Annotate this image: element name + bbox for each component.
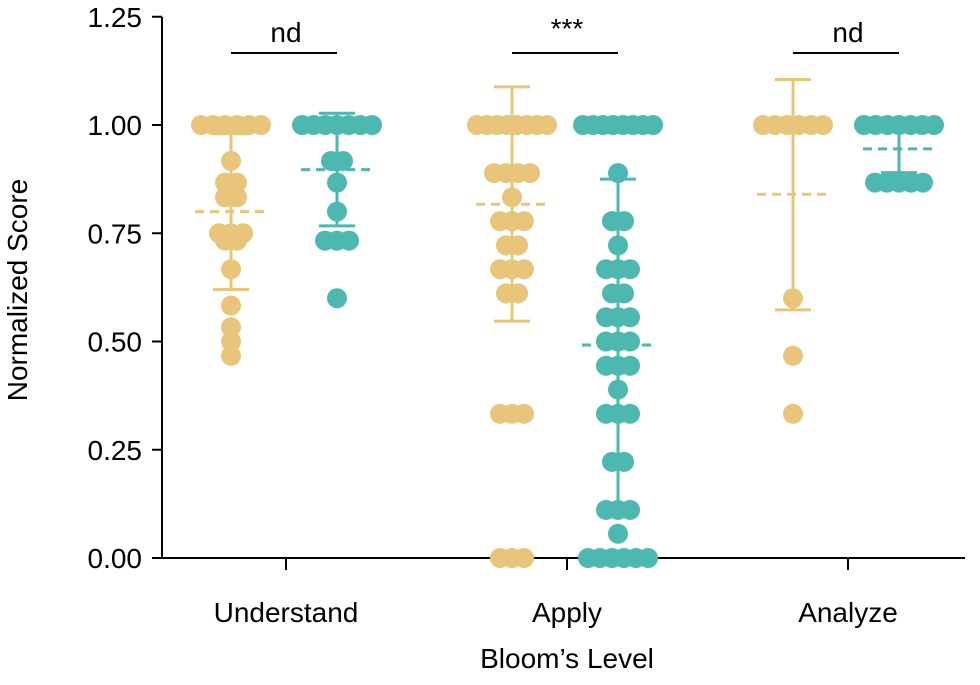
data-point xyxy=(620,499,640,520)
significance-label: nd xyxy=(832,17,863,48)
data-point xyxy=(608,235,628,256)
data-point xyxy=(813,115,833,135)
axes: 0.00 0.25 0.50 0.75 1.00 1.25 Understand Apply A… xyxy=(88,2,965,628)
data-point xyxy=(227,172,247,193)
data-point xyxy=(221,259,241,280)
x-tick-label: Apply xyxy=(532,597,602,628)
data-point xyxy=(339,230,359,251)
data-point xyxy=(783,288,803,309)
data-point xyxy=(643,115,663,135)
data-point xyxy=(514,548,534,568)
data-point xyxy=(514,211,534,232)
data-point xyxy=(221,295,241,316)
x-tick-label: Analyze xyxy=(798,597,898,628)
data-point xyxy=(327,288,347,309)
data-point xyxy=(520,163,540,184)
data-point xyxy=(614,211,634,232)
data-point xyxy=(514,403,534,424)
data-point xyxy=(924,115,944,135)
data-point xyxy=(362,115,382,135)
data-point xyxy=(502,187,522,208)
data-point xyxy=(620,355,640,376)
data-point xyxy=(221,345,241,366)
data-point xyxy=(514,259,534,280)
data-point xyxy=(508,283,528,304)
data-point xyxy=(783,403,803,424)
y-tick-label: 1.00 xyxy=(88,110,143,141)
data-point xyxy=(227,187,247,208)
data-point xyxy=(221,150,241,171)
data-point xyxy=(333,150,353,171)
data-point xyxy=(251,115,271,135)
data-point xyxy=(614,451,634,472)
data-point xyxy=(608,523,628,544)
data-point xyxy=(620,307,640,328)
data-point xyxy=(227,230,247,251)
data-point xyxy=(508,235,528,256)
x-tick-label: Understand xyxy=(214,597,359,628)
significance-label: *** xyxy=(551,13,584,44)
data-point xyxy=(608,379,628,400)
data-point xyxy=(614,283,634,304)
data-point xyxy=(620,259,640,280)
x-axis-label: Bloom’s Level xyxy=(480,643,654,674)
y-tick-label: 0.00 xyxy=(88,543,143,574)
y-tick-label: 0.25 xyxy=(88,435,143,466)
data-point xyxy=(913,172,933,193)
y-tick-label: 0.75 xyxy=(88,218,143,249)
data-point xyxy=(221,331,241,352)
data-point xyxy=(221,317,241,338)
data-point xyxy=(327,201,347,222)
data-point xyxy=(537,115,557,135)
data-point xyxy=(783,345,803,366)
data-point xyxy=(620,331,640,352)
data-point xyxy=(608,163,628,184)
data-point xyxy=(620,403,640,424)
y-tick-label: 1.25 xyxy=(88,2,143,33)
data-point xyxy=(638,548,658,568)
y-axis-label: Normalized Score xyxy=(2,179,33,402)
marks: nd *** nd xyxy=(191,13,944,568)
significance-label: nd xyxy=(270,17,301,48)
data-point xyxy=(327,172,347,193)
y-tick-label: 0.50 xyxy=(88,327,143,358)
